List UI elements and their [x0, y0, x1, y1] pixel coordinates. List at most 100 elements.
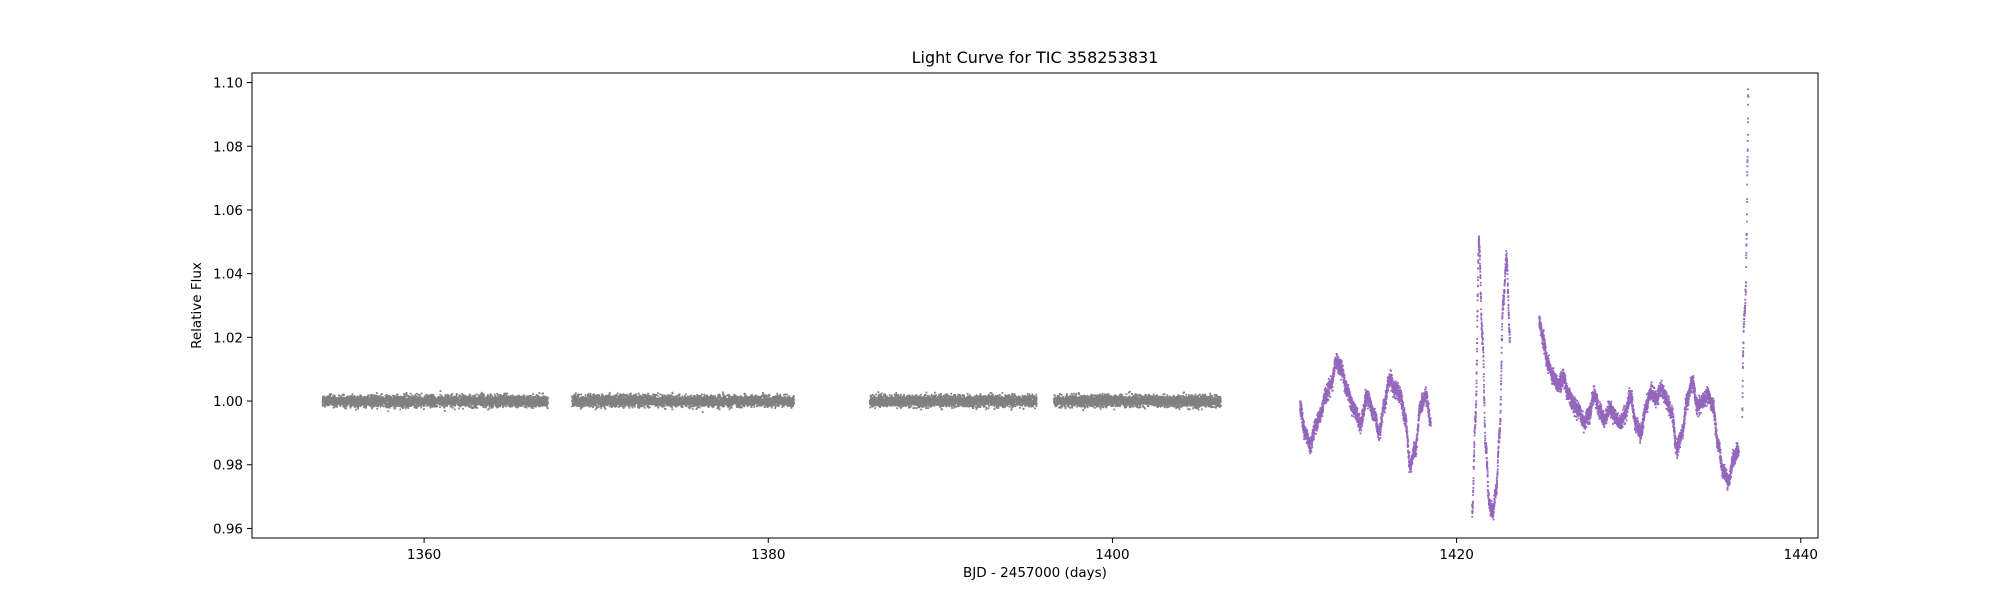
data-point-series-0: [357, 406, 359, 409]
data-point-series-0: [367, 396, 370, 399]
data-point-series-0: [404, 403, 407, 405]
data-point-series-0: [427, 394, 429, 397]
data-point-series-0: [411, 397, 414, 400]
data-point-series-0: [424, 394, 427, 397]
data-point-series-0: [403, 394, 406, 396]
data-point-series-0: [448, 395, 450, 398]
data-point-series-0: [417, 401, 420, 404]
data-point-series-0: [455, 393, 458, 396]
data-point-series-0: [335, 397, 338, 400]
data-point-series-0: [580, 393, 582, 396]
data-point-series-0: [425, 404, 428, 407]
data-point-series-0: [377, 403, 380, 405]
data-point-series-0: [409, 392, 412, 395]
data-point-series-0: [332, 401, 335, 404]
data-point-series-0: [392, 405, 395, 408]
data-point-series-0: [373, 399, 376, 402]
data-point-series-0: [628, 406, 631, 409]
data-point-series-0: [589, 392, 592, 395]
data-point-series-0: [390, 395, 392, 398]
data-point-series-0: [365, 401, 368, 404]
data-point-series-0: [351, 393, 354, 396]
data-point-series-0: [439, 390, 442, 393]
data-point-series-0: [329, 394, 331, 397]
data-point-series-0: [415, 404, 418, 407]
data-point-series-0: [349, 405, 351, 408]
data-point-series-0: [396, 396, 399, 398]
data-point-series-0: [397, 403, 400, 406]
data-point-series-0: [401, 404, 404, 407]
data-point-series-0: [330, 393, 333, 396]
data-point-series-0: [360, 395, 363, 398]
data-point-series-0: [407, 397, 410, 400]
data-point-series-0: [538, 392, 541, 394]
data-point-series-0: [523, 405, 526, 408]
data-point-series-0: [656, 394, 659, 397]
data-point-series-0: [380, 393, 383, 395]
data-point-series-0: [413, 398, 416, 400]
data-point-series-0: [657, 406, 660, 409]
data-point-series-0: [404, 406, 407, 409]
data-point-series-0: [353, 399, 355, 401]
data-point-series-0: [328, 396, 331, 399]
data-point-series-0: [332, 394, 335, 397]
data-point-series-0: [420, 406, 423, 409]
data-point-series-0: [431, 405, 434, 408]
data-point-series-0: [391, 402, 394, 405]
data-point-series-0: [345, 405, 348, 408]
data-point-series-0: [375, 392, 378, 394]
data-point-series-0: [410, 401, 413, 404]
data-point-series-0: [394, 405, 397, 408]
data-point-series-0: [331, 403, 334, 406]
data-point-series-0: [385, 396, 388, 399]
data-point-series-0: [539, 405, 542, 408]
data-point-series-0: [483, 394, 486, 397]
data-point-series-0: [372, 394, 374, 396]
data-point-series-0: [405, 392, 408, 394]
data-point-series-0: [393, 399, 396, 402]
data-point-series-0: [631, 406, 634, 409]
data-point-series-0: [462, 407, 464, 410]
data-point-series-0: [458, 407, 460, 410]
data-point-series-0: [593, 393, 596, 396]
data-point-series-0: [342, 405, 345, 408]
data-point-series-0: [357, 407, 359, 410]
data-point-series-0: [659, 393, 662, 396]
data-point-series-0: [602, 404, 605, 407]
data-point-series-0: [641, 405, 644, 408]
data-point-series-0: [443, 409, 446, 412]
data-point-series-0: [400, 401, 402, 404]
data-point-series-0: [353, 396, 356, 399]
data-point-series-0: [630, 392, 632, 395]
data-point-series-0: [608, 391, 611, 394]
data-point-series-0: [622, 407, 625, 409]
data-point-series-0: [411, 394, 414, 397]
data-point-series-0: [420, 392, 423, 395]
data-point-series-0: [671, 408, 674, 411]
data-point-series-0: [404, 407, 407, 410]
data-point-series-0: [371, 402, 374, 404]
data-point-series-0: [451, 393, 454, 396]
data-point-series-0: [446, 405, 448, 407]
data-point-series-0: [322, 395, 325, 398]
data-point-series-0: [324, 396, 327, 399]
data-point-series-0: [366, 400, 368, 403]
data-point-series-0: [476, 407, 479, 409]
data-point-series-0: [362, 396, 365, 398]
data-point-series-0: [525, 406, 528, 409]
data-point-series-0: [453, 408, 456, 411]
data-point-series-0: [484, 406, 487, 409]
data-point-series-0: [367, 394, 370, 397]
data-point-series-0: [469, 395, 472, 397]
data-point-series-0: [374, 396, 377, 399]
data-point-series-0: [333, 402, 336, 405]
data-point-series-0: [546, 407, 549, 410]
data-point-series-0: [357, 398, 360, 401]
data-point-series-0: [407, 403, 410, 406]
data-point-series-0: [414, 395, 416, 398]
data-point-series-0: [341, 394, 344, 396]
data-point-series-0: [365, 405, 368, 407]
data-point-series-0: [370, 394, 373, 396]
data-point-series-0: [387, 406, 390, 409]
